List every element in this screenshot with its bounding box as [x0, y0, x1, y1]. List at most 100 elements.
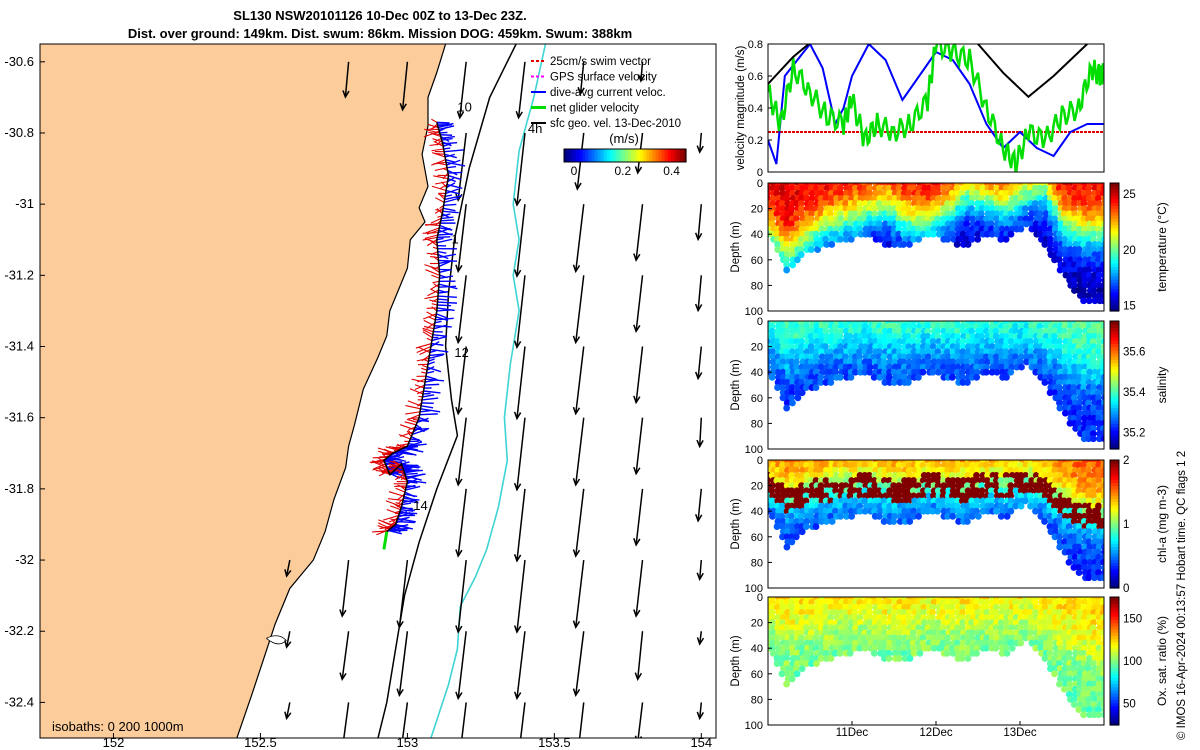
section-sample-dot: [885, 649, 893, 657]
section-colorbar-label: salinity: [1155, 367, 1169, 404]
section-sample-dot: [882, 634, 890, 642]
section-sample-dot: [895, 649, 903, 657]
section-sample-dot: [798, 225, 806, 233]
section-sample-dot: [1055, 379, 1063, 386]
section-sample-dot: [832, 507, 839, 515]
section-sample-dot: [978, 482, 986, 489]
section-sample-dot: [817, 598, 825, 606]
section-colorbar-cell: [1110, 391, 1119, 396]
section-sample-dot: [997, 629, 1005, 637]
swim-vector: [428, 316, 436, 321]
section-sample-dot: [924, 482, 932, 489]
section-sample-dot: [953, 634, 961, 642]
geo-velocity-arrow: [284, 631, 292, 649]
dive-avg-vector: [448, 171, 463, 174]
section-colorbar-cell: [1110, 388, 1119, 392]
section-sample-dot: [837, 348, 845, 356]
section-sample-dot: [778, 598, 786, 606]
section-sample-dot: [798, 343, 805, 350]
section-sample-dot: [934, 189, 942, 197]
section-sample-dot: [1056, 487, 1063, 495]
section-sample-dot: [1067, 670, 1074, 678]
section-sample-dot: [987, 487, 995, 495]
section-sample-dot: [848, 512, 856, 520]
section-sample-dot: [788, 518, 796, 525]
section-sample-dot: [885, 184, 893, 192]
swim-vector: [429, 299, 438, 303]
section-sample-dot: [1027, 487, 1035, 495]
section-sample-dot: [807, 246, 815, 253]
section-sample-dot: [768, 624, 771, 632]
section-sample-dot: [1004, 225, 1011, 233]
section-sample-dot: [1060, 358, 1068, 366]
section-sample-dot: [797, 246, 805, 253]
section-sample-dot: [978, 619, 986, 626]
colorbar-cell: [625, 149, 629, 162]
section-sample-dot: [1094, 194, 1102, 202]
section-sample-dot: [778, 184, 786, 192]
section-sample-dot: [1042, 322, 1050, 330]
section-sample-dot: [944, 332, 952, 340]
section-sample-dot: [1091, 373, 1099, 381]
section-sample-dot: [900, 373, 908, 381]
section-sample-dot: [783, 251, 791, 259]
section-sample-dot: [1062, 543, 1070, 551]
section-sample-dot: [861, 634, 868, 642]
section-sample-dot: [1041, 363, 1049, 371]
section-sample-dot: [1013, 338, 1021, 345]
section-colorbar-cell: [1110, 288, 1119, 293]
section-sample-dot: [953, 466, 961, 474]
section-sample-dot: [1036, 363, 1044, 371]
section-sample-dot: [1076, 194, 1084, 202]
section-sample-dot: [939, 608, 946, 616]
section-sample-dot: [1080, 220, 1088, 228]
section-sample-dot: [1066, 327, 1074, 335]
section-sample-dot: [822, 608, 830, 616]
section-sample-dot: [827, 210, 834, 218]
section-sample-dot: [822, 327, 830, 335]
section-sample-dot: [882, 482, 890, 489]
section-sample-dot: [876, 507, 884, 515]
section-sample-dot: [998, 225, 1006, 233]
map-x-tick-label: 152: [103, 735, 125, 750]
section-sample-dot: [779, 487, 787, 495]
section-colorbar-cell: [1110, 472, 1119, 477]
section-sample-dot: [794, 649, 802, 657]
section-sample-dot: [910, 512, 918, 520]
section-sample-dot: [1037, 373, 1045, 381]
dive-avg-vector: [420, 405, 434, 409]
section-sample-dot: [1002, 189, 1010, 197]
section-sample-dot: [910, 363, 918, 371]
section-sample-dot: [988, 184, 995, 192]
section-sample-dot: [1065, 675, 1073, 683]
section-sample-dot: [998, 327, 1006, 335]
section-sample-dot: [964, 215, 971, 223]
section-sample-dot: [827, 200, 835, 207]
section-sample-dot: [1061, 194, 1069, 202]
section-sample-dot: [905, 205, 913, 213]
section-sample-dot: [934, 487, 942, 495]
section-sample-dot: [1086, 471, 1094, 479]
section-sample-dot: [797, 348, 805, 356]
section-sample-dot: [939, 363, 947, 371]
section-sample-dot: [900, 241, 907, 248]
section-sample-dot: [779, 614, 787, 621]
section-sample-dot: [856, 487, 863, 495]
section-sample-dot: [965, 332, 972, 340]
section-sample-dot: [768, 322, 776, 330]
section-sample-dot: [826, 225, 834, 233]
section-sample-dot: [953, 598, 961, 606]
section-sample-dot: [905, 608, 913, 616]
section-sample-dot: [808, 660, 815, 667]
section-sample-dot: [890, 379, 898, 386]
section-sample-dot: [886, 629, 893, 637]
section-sample-dot: [924, 353, 932, 361]
section-sample-dot: [1032, 205, 1040, 213]
section-sample-dot: [773, 338, 781, 345]
swim-vector: [433, 283, 440, 288]
section-sample-dot: [1051, 241, 1059, 248]
section-sample-dot: [832, 497, 840, 505]
section-colorbar-tick-label: 1: [1123, 519, 1129, 531]
section-sample-dot: [988, 189, 996, 197]
dive-avg-vector: [438, 122, 454, 129]
